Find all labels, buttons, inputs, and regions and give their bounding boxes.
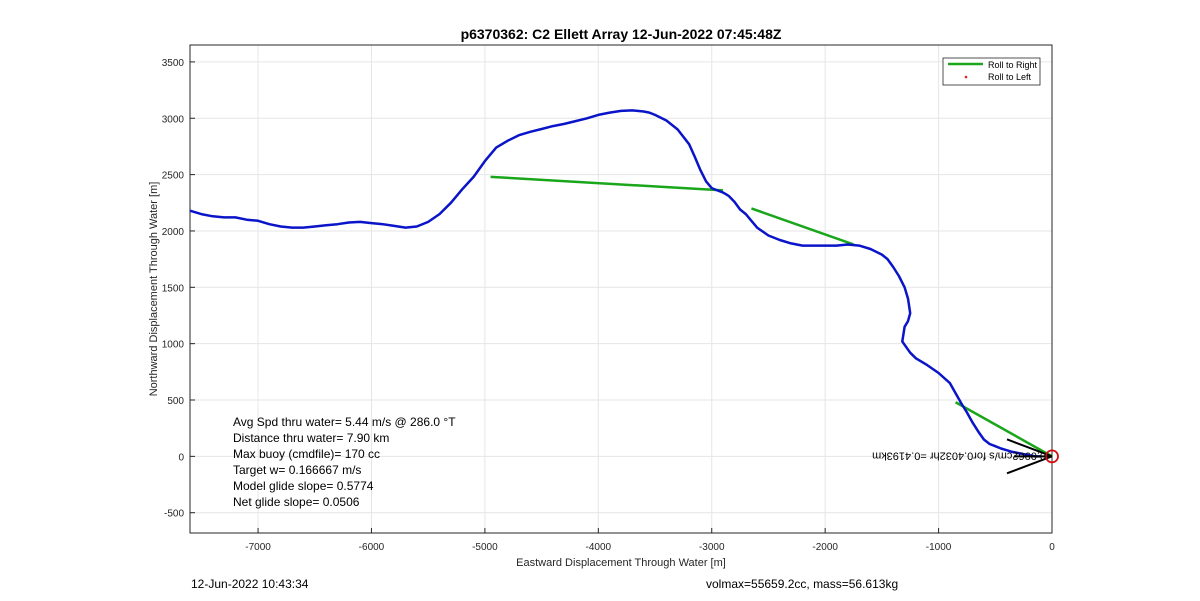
legend: Roll to Right Roll to Left xyxy=(942,57,1041,86)
legend-roll-left-label: Roll to Left xyxy=(988,72,1032,82)
x-axis-label: Eastward Displacement Through Water [m] xyxy=(516,557,726,569)
current-label: 0.0962cm/s for0.4032hr =0.4193km xyxy=(872,449,1046,461)
footer-volmax-mass: volmax=55659.2cc, mass=56.613kg xyxy=(706,577,899,591)
glider-track-line xyxy=(189,109,1041,458)
grid-lines xyxy=(190,45,1053,533)
current-arrow xyxy=(1006,455,1053,475)
x-tick-label: 0 xyxy=(1049,542,1055,553)
y-tick-label: 2500 xyxy=(162,171,185,182)
x-tick-label: -2000 xyxy=(812,542,838,553)
roll-to-right-segment xyxy=(954,401,1053,458)
y-tick-label: 500 xyxy=(167,396,184,407)
x-axis-ticks: -7000 -6000 -5000 -4000 -3000 -2000 -1000 0 xyxy=(245,528,1055,553)
legend-roll-left-swatch xyxy=(964,75,968,79)
y-tick-label: 2000 xyxy=(162,227,185,238)
stats-annotation-line: Max buoy (cmdfile)= 170 cc xyxy=(233,447,380,461)
y-tick-label: 1500 xyxy=(162,283,185,294)
legend-roll-right-label: Roll to Right xyxy=(988,60,1038,70)
legend-box xyxy=(942,57,1041,86)
stats-annotations: Avg Spd thru water= 5.44 m/s @ 286.0 °T D… xyxy=(233,415,456,509)
y-axis-ticks: -500 0 500 1000 1500 2000 2500 3000 3500 xyxy=(162,58,195,520)
y-tick-label: 3000 xyxy=(162,114,185,125)
end-position-marker xyxy=(1045,449,1059,464)
current-arrow xyxy=(1006,438,1053,458)
stats-annotation-line: Avg Spd thru water= 5.44 m/s @ 286.0 °T xyxy=(233,415,456,429)
stats-annotation-line: Net glide slope= 0.0506 xyxy=(233,495,360,509)
y-tick-label: 0 xyxy=(178,452,184,463)
y-tick-label: -500 xyxy=(164,509,184,520)
plot-area-frame xyxy=(189,44,1053,534)
x-tick-label: -1000 xyxy=(926,542,952,553)
y-tick-label: 1000 xyxy=(162,340,185,351)
x-tick-label: -4000 xyxy=(586,542,612,553)
chart-title: p6370362: C2 Ellett Array 12-Jun-2022 07… xyxy=(461,26,782,42)
stats-annotation-line: Model glide slope= 0.5774 xyxy=(233,479,374,493)
x-tick-label: -3000 xyxy=(699,542,725,553)
x-tick-label: -7000 xyxy=(245,542,271,553)
y-axis-label: Northward Displacement Through Water [m] xyxy=(148,182,160,397)
x-tick-label: -5000 xyxy=(472,542,498,553)
stats-annotation-line: Target w= 0.166667 m/s xyxy=(233,463,361,477)
footer-timestamp: 12-Jun-2022 10:43:34 xyxy=(191,577,309,591)
x-tick-label: -6000 xyxy=(359,542,385,553)
y-tick-label: 3500 xyxy=(162,58,185,69)
roll-to-right-segment xyxy=(751,207,854,246)
roll-to-right-segments xyxy=(490,175,1053,458)
stats-annotation-line: Distance thru water= 7.90 km xyxy=(233,431,389,445)
roll-to-right-segment xyxy=(490,175,724,192)
